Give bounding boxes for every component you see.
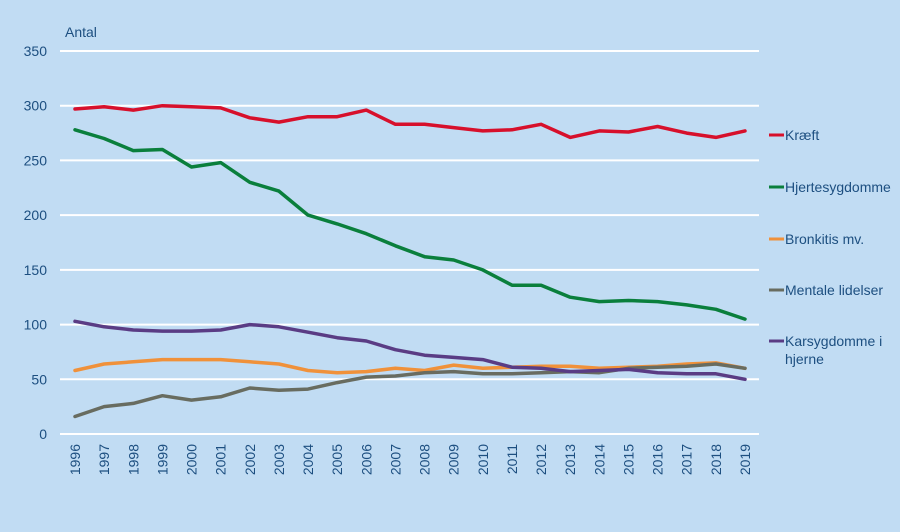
legend-item: Mentale lidelser bbox=[769, 282, 883, 298]
x-tick-label: 2004 bbox=[300, 444, 316, 475]
legend: Kræft Hjertesygdomme Bronkitis mv. Mentale … bbox=[769, 127, 891, 367]
y-tick-label: 0 bbox=[39, 426, 47, 442]
x-tick-label: 2009 bbox=[446, 444, 462, 475]
legend-item: Hjertesygdomme bbox=[769, 179, 891, 195]
series-line-1 bbox=[73, 128, 747, 321]
x-tick-label: 2003 bbox=[271, 444, 287, 475]
legend-label: Kræft bbox=[785, 127, 819, 143]
y-axis-label: Antal bbox=[65, 24, 97, 40]
x-tick-label: 2005 bbox=[329, 444, 345, 475]
series-line-0 bbox=[73, 103, 747, 140]
x-tick-label: 2011 bbox=[504, 444, 520, 474]
legend-label: hjerne bbox=[785, 351, 824, 367]
x-axis-ticks: 1996 1997 1998 1999 2000 2001 2002 2003 2004 2005… bbox=[67, 444, 753, 475]
y-tick-label: 200 bbox=[24, 207, 48, 223]
x-tick-label: 2014 bbox=[591, 444, 607, 475]
x-tick-label: 1999 bbox=[154, 444, 170, 475]
x-tick-label: 2007 bbox=[387, 444, 403, 475]
legend-item: Kræft bbox=[769, 127, 819, 143]
x-tick-label: 2016 bbox=[650, 444, 666, 475]
x-tick-label: 2013 bbox=[562, 444, 578, 475]
x-tick-label: 2008 bbox=[417, 444, 433, 475]
x-tick-label: 2015 bbox=[620, 444, 636, 475]
x-tick-label: 2018 bbox=[708, 444, 724, 475]
y-tick-label: 100 bbox=[24, 317, 48, 333]
y-axis-ticks: 0 50 100 150 200 250 300 350 bbox=[24, 43, 48, 442]
series-line-4 bbox=[73, 319, 747, 382]
x-tick-label: 2001 bbox=[213, 444, 229, 475]
y-tick-label: 350 bbox=[24, 43, 48, 59]
x-tick-label: 1997 bbox=[96, 444, 112, 475]
x-tick-label: 1998 bbox=[125, 444, 141, 475]
x-tick-label: 2010 bbox=[475, 444, 491, 475]
y-tick-label: 250 bbox=[24, 152, 48, 168]
legend-label: Mentale lidelser bbox=[785, 282, 883, 298]
y-tick-label: 50 bbox=[31, 371, 47, 387]
x-tick-label: 2019 bbox=[737, 444, 753, 475]
x-tick-label: 2017 bbox=[679, 444, 695, 475]
gridlines bbox=[60, 50, 759, 435]
x-tick-label: 2000 bbox=[184, 444, 200, 475]
series-line-3 bbox=[73, 362, 747, 419]
x-tick-label: 1996 bbox=[67, 444, 83, 475]
y-tick-label: 300 bbox=[24, 98, 48, 114]
x-tick-label: 2006 bbox=[358, 444, 374, 475]
x-tick-label: 2012 bbox=[533, 444, 549, 475]
legend-label: Karsygdomme i bbox=[785, 333, 882, 349]
legend-label: Hjertesygdomme bbox=[785, 179, 891, 195]
legend-label: Bronkitis mv. bbox=[785, 231, 864, 247]
legend-item: Karsygdomme i hjerne bbox=[769, 333, 882, 367]
y-tick-label: 150 bbox=[24, 262, 48, 278]
x-tick-label: 2002 bbox=[242, 444, 258, 475]
legend-item: Bronkitis mv. bbox=[769, 231, 864, 247]
series-lines bbox=[73, 103, 747, 419]
